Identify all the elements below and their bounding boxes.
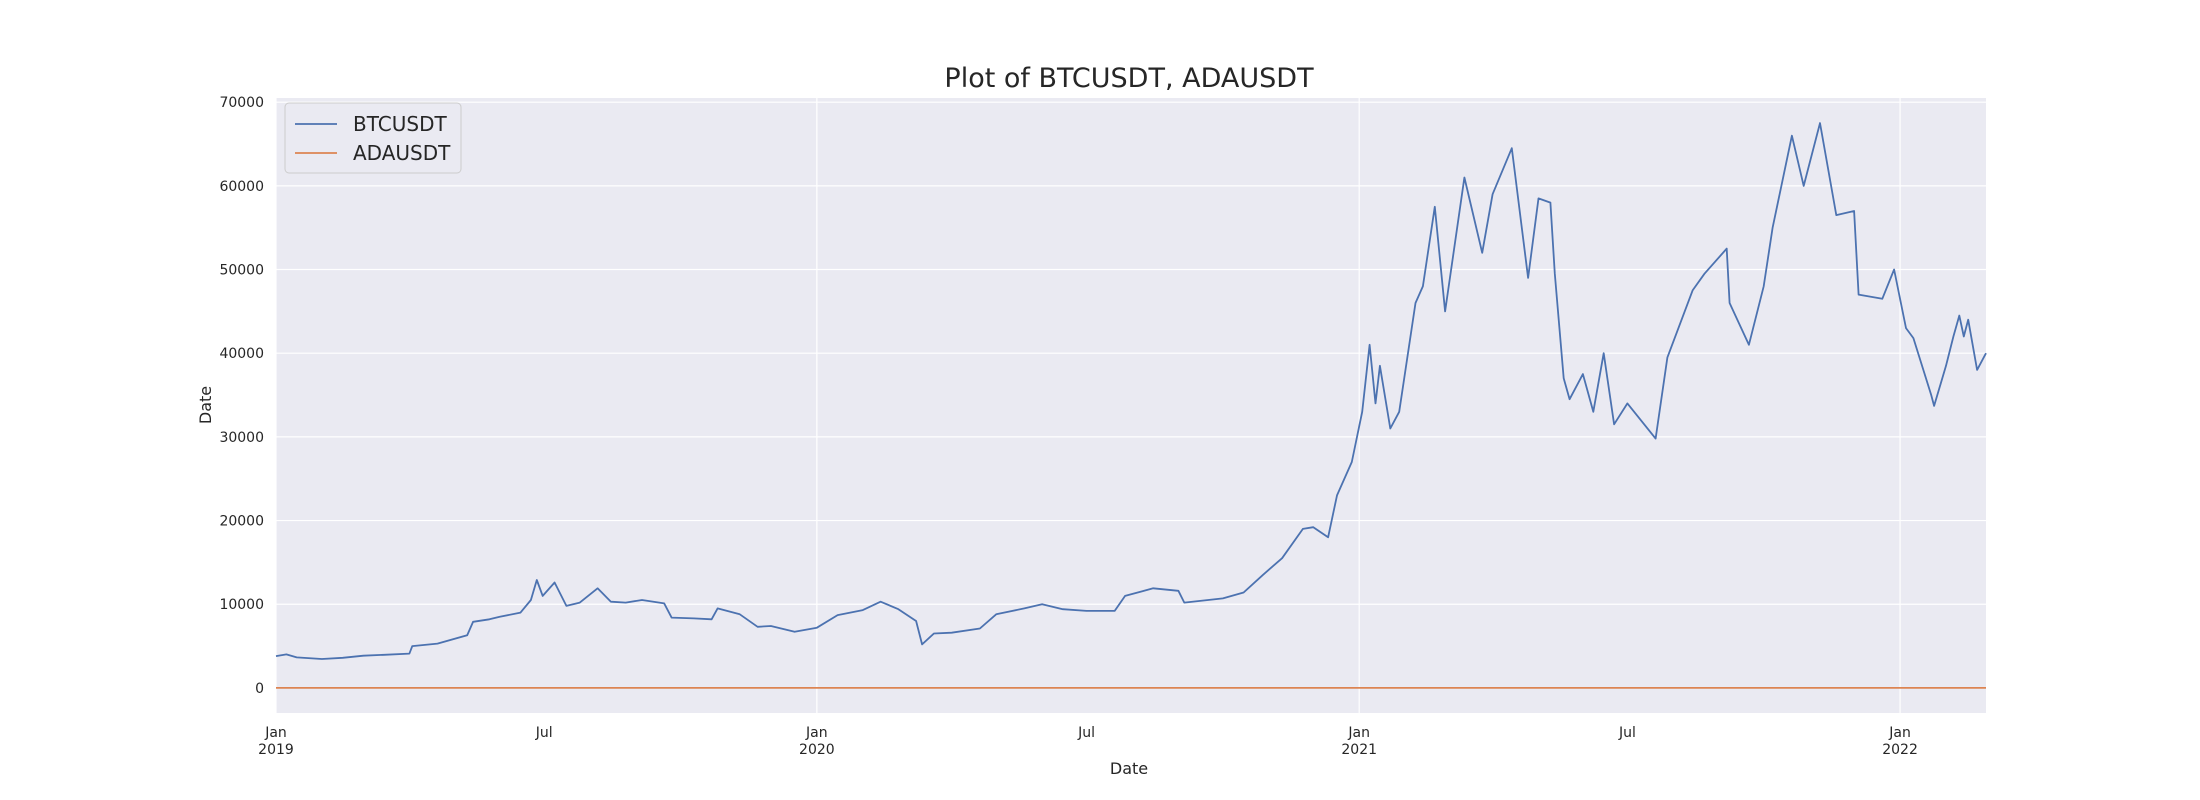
x-tick-label: Jan [1347,725,1370,741]
x-tick-label: Jul [1077,725,1095,741]
y-axis: 0 10000 20000 30000 40000 50000 60000 70000 [219,95,264,697]
series-line-btcusdt [275,122,1987,660]
legend-label: BTCUSDT [353,112,447,136]
x-tick-label: Jan [264,725,287,741]
chart-title: Plot of BTCUSDT, ADAUSDT [944,63,1314,94]
x-tick-year-label: 2019 [258,742,294,758]
y-axis-label: Date [196,386,215,424]
x-axis-label: Date [1110,759,1148,778]
y-tick-label: 60000 [219,179,264,195]
y-tick-label: 30000 [219,430,264,446]
x-tick-label: Jul [1618,725,1636,741]
x-tick-label: Jan [1888,725,1911,741]
gridlines [275,98,1986,713]
x-tick-year-label: 2020 [799,742,835,758]
y-tick-label: 0 [255,681,264,697]
y-tick-label: 40000 [219,346,264,362]
x-tick-label: Jul [535,725,553,741]
x-tick-label: Jan [805,725,828,741]
legend: BTCUSDT ADAUSDT [284,102,462,174]
series-layer [275,122,1987,689]
x-tick-year-label: 2022 [1882,742,1918,758]
y-tick-label: 70000 [219,95,264,111]
legend-label: ADAUSDT [353,141,451,165]
x-tick-year-label: 2021 [1341,742,1377,758]
y-tick-label: 50000 [219,263,264,279]
y-tick-label: 10000 [219,597,264,613]
y-tick-label: 20000 [219,514,264,530]
plot-area [276,98,1986,713]
legend-box [284,102,462,174]
legend-items: BTCUSDT ADAUSDT [295,112,451,165]
